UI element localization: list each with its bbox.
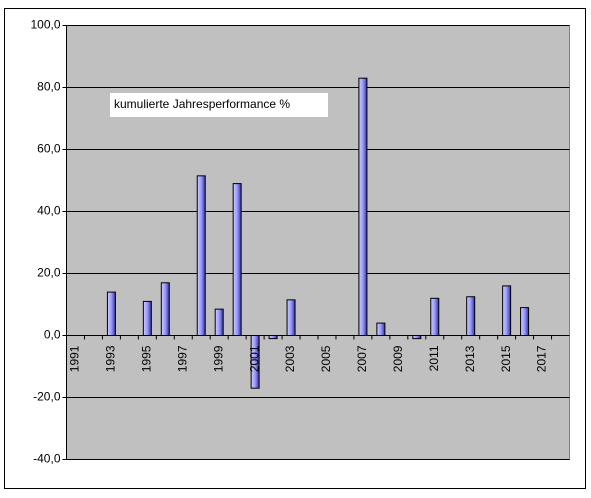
y-tick-label: 80,0	[37, 80, 61, 94]
x-tick-label: 2013	[463, 345, 477, 372]
y-tick-label: 20,0	[37, 266, 61, 280]
x-tick-label: 1991	[68, 345, 82, 372]
x-tick-label: 2017	[535, 345, 549, 372]
x-tick-label: 2007	[355, 345, 369, 372]
bar	[376, 322, 386, 337]
bar	[520, 307, 530, 337]
bar	[268, 335, 278, 340]
bar	[358, 77, 368, 336]
bar	[286, 299, 296, 337]
x-tick-label: 1999	[211, 345, 225, 372]
x-tick-label: 2015	[499, 345, 513, 372]
bar	[430, 297, 440, 336]
y-tick-label: 40,0	[37, 204, 61, 218]
bar	[214, 308, 224, 336]
bar	[106, 291, 116, 337]
x-tick-label: 1997	[175, 345, 189, 372]
bar	[142, 300, 152, 336]
x-tick-label: 2005	[319, 345, 333, 372]
y-tick-label: -20,0	[33, 390, 61, 404]
bar	[196, 175, 206, 336]
x-tick-label: 2009	[391, 345, 405, 372]
x-tick-label: 1993	[104, 345, 118, 372]
bar	[466, 296, 476, 336]
y-tick-label: -40,0	[33, 452, 61, 466]
bar	[412, 335, 422, 340]
y-tick-label: 100,0	[30, 18, 60, 32]
annotation: kumulierte Jahresperformance %	[114, 97, 290, 111]
bar	[232, 183, 242, 336]
bar	[502, 285, 512, 336]
y-tick-label: 0,0	[44, 328, 61, 342]
y-tick-label: 60,0	[37, 142, 61, 156]
x-tick-label: 1995	[140, 345, 154, 372]
plot-area	[66, 25, 570, 460]
x-tick-label: 2001	[247, 345, 261, 372]
bar	[160, 282, 170, 336]
bar	[250, 335, 260, 389]
x-tick-label: 2011	[427, 345, 441, 371]
x-tick-label: 2003	[283, 345, 297, 372]
annotation-box	[110, 93, 328, 117]
